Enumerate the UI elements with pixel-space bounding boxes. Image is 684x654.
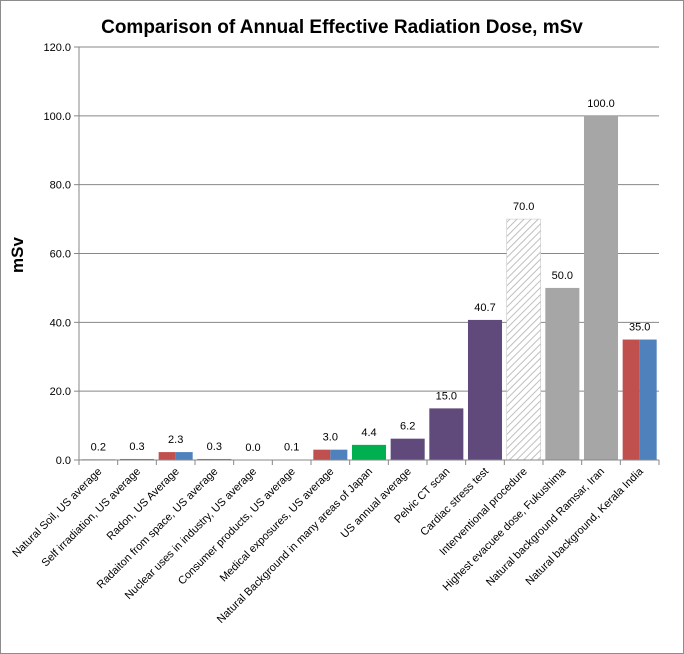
bar-segment-red [119, 458, 137, 460]
data-label: 2.3 [168, 434, 183, 446]
bar [351, 444, 387, 460]
data-label: 70.0 [513, 201, 534, 213]
y-tick-label: 20.0 [50, 386, 71, 398]
y-axis-label: mSv [8, 237, 27, 273]
bar-segment-red [197, 458, 215, 460]
bar [506, 218, 541, 461]
x-category-label: Radon, US Average [105, 466, 182, 543]
bar-segment-red [313, 449, 331, 460]
data-label: 6.2 [400, 421, 415, 433]
y-tick-label: 0.0 [56, 455, 71, 467]
data-label: 35.0 [629, 322, 650, 334]
chart-title: Comparison of Annual Effective Radiation… [101, 17, 583, 38]
data-label: 0.3 [129, 441, 144, 453]
data-label: 0.3 [207, 441, 222, 453]
data-label: 4.4 [361, 427, 376, 439]
y-tick-label: 120.0 [43, 42, 71, 54]
x-category-label: US annual average [339, 466, 414, 541]
y-tick-label: 100.0 [43, 111, 71, 123]
data-label: 3.0 [323, 432, 338, 444]
data-label: 0.1 [284, 442, 299, 454]
bar-segment-blue [137, 458, 155, 460]
data-label: 100.0 [587, 98, 615, 110]
bar [545, 287, 580, 460]
bar [467, 319, 503, 460]
bar-segment-red [158, 452, 176, 460]
data-label: 40.7 [474, 302, 495, 314]
y-tick-label: 80.0 [50, 180, 71, 192]
bar-segment-blue [175, 452, 193, 460]
data-label: 0.2 [91, 441, 106, 453]
bar [583, 115, 619, 460]
y-tick-label: 40.0 [50, 317, 71, 329]
bar [429, 408, 464, 460]
bar-segment-blue [330, 449, 348, 460]
data-label: 50.0 [552, 270, 573, 282]
data-label: 0.0 [245, 442, 260, 454]
bar-segment-blue [214, 458, 232, 460]
bar-segment-blue [639, 339, 657, 460]
bar [390, 438, 425, 460]
x-category-label: Cardiac stress test [418, 466, 491, 539]
data-label: 15.0 [436, 390, 457, 402]
bar-segment-red [622, 339, 640, 460]
y-tick-label: 60.0 [50, 249, 71, 261]
